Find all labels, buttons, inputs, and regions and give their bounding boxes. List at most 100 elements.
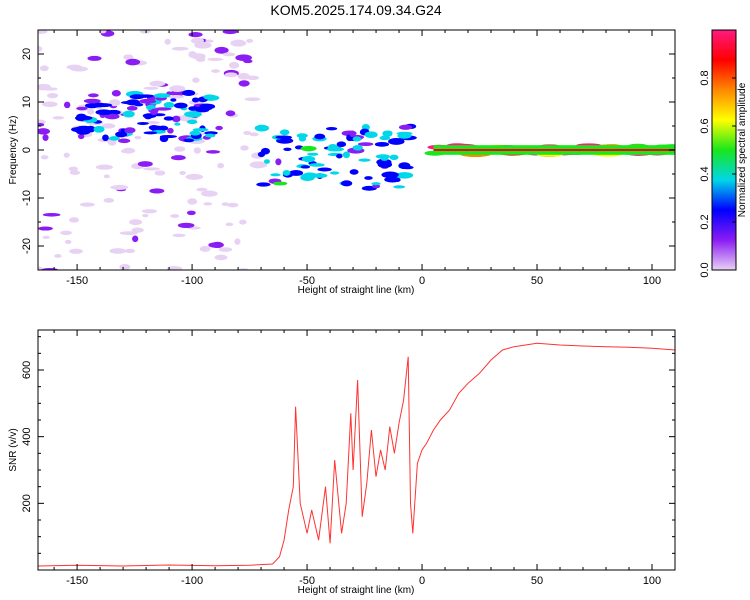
heatmap-blob xyxy=(375,154,391,159)
heatmap-blob xyxy=(149,80,166,87)
heatmap-blob xyxy=(95,109,113,116)
heatmap-blob xyxy=(224,72,238,78)
heatmap-blob xyxy=(243,59,253,64)
heatmap-blob xyxy=(263,159,270,164)
heatmap-blob xyxy=(38,226,53,231)
heatmap-blob xyxy=(103,174,110,179)
heatmap-blob xyxy=(203,94,216,100)
heatmap-blob xyxy=(211,69,220,73)
heatmap-blob xyxy=(199,245,211,252)
heatmap-blob xyxy=(63,152,70,158)
heatmap-blob xyxy=(225,222,234,227)
heatmap-blob xyxy=(103,198,115,203)
heatmap-blob xyxy=(99,30,107,34)
heatmap-blob xyxy=(38,266,43,270)
heatmap-blob xyxy=(179,170,186,175)
heatmap-blob xyxy=(336,141,347,148)
y-tick-label: 20 xyxy=(21,48,33,60)
colorbar-tick-label: 0.4 xyxy=(699,166,711,181)
heatmap-blob xyxy=(275,135,292,140)
heatmap-blob xyxy=(125,58,141,66)
heatmap-blob xyxy=(325,127,338,131)
heatmap-blob xyxy=(234,238,241,245)
heatmap-blob xyxy=(227,202,239,208)
heatmap-blob xyxy=(225,110,236,117)
heatmap-blob xyxy=(134,135,142,140)
heatmap-blob xyxy=(159,135,169,143)
heatmap-blob xyxy=(169,85,186,92)
heatmap-blob xyxy=(377,161,393,168)
heatmap-blob xyxy=(243,130,252,135)
heatmap-blob xyxy=(42,212,61,217)
heatmap-blob xyxy=(275,158,282,166)
x-tick-label: 0 xyxy=(419,275,425,287)
colorbar-tick-label: 0.2 xyxy=(699,214,711,229)
snr-frame xyxy=(37,329,676,571)
heatmap-blob xyxy=(163,101,175,109)
heatmap-blob xyxy=(340,180,353,187)
heatmap-blob xyxy=(192,128,209,132)
heatmap-blob xyxy=(134,103,144,107)
heatmap-blob xyxy=(68,166,79,172)
heatmap-blob xyxy=(342,151,351,159)
heatmap-blob xyxy=(371,182,381,186)
heatmap-blob xyxy=(205,150,221,154)
heatmap-blob xyxy=(352,136,362,142)
y-tick-label: 200 xyxy=(21,494,33,512)
snr-x-axis-label: Height of straight line (km) xyxy=(298,585,415,596)
heatmap-blob xyxy=(43,87,58,91)
heatmap-blob xyxy=(249,132,259,137)
heatmap-blob xyxy=(235,54,252,62)
heatmap-blob xyxy=(249,161,268,169)
heatmap-blob xyxy=(164,38,171,45)
heatmap-blob xyxy=(352,144,363,151)
heatmap-blob xyxy=(142,213,149,218)
heatmap-blob xyxy=(256,182,271,187)
x-tick-label: 50 xyxy=(531,575,543,587)
heatmap-blob xyxy=(193,147,201,154)
heatmap-blob xyxy=(282,169,291,176)
x-tick-label: -50 xyxy=(299,275,315,287)
heatmap-blob xyxy=(398,162,411,170)
heatmap-band-core xyxy=(433,149,675,151)
heatmap-blob xyxy=(394,178,401,182)
heatmap-blob xyxy=(108,136,120,141)
heatmap-blob xyxy=(149,188,165,194)
heatmap-x-axis-label: Height of straight line (km) xyxy=(298,285,415,296)
heatmap-blob xyxy=(309,163,325,167)
heatmap-blob xyxy=(185,173,204,180)
heatmap-blob xyxy=(389,154,399,161)
heatmap-blob xyxy=(83,98,101,104)
heatmap-blob xyxy=(189,130,201,136)
heatmap-blob xyxy=(270,173,281,177)
heatmap-blob xyxy=(79,202,95,207)
y-tick-label: 400 xyxy=(21,427,33,445)
snr-plot-area xyxy=(38,342,675,567)
heatmap-blob xyxy=(188,31,203,38)
heatmap-blob xyxy=(388,138,405,145)
colorbar-bar xyxy=(712,30,736,270)
heatmap-blob xyxy=(172,233,186,238)
heatmap-blob xyxy=(214,254,228,261)
heatmap-blob xyxy=(381,171,399,179)
heatmap-blob xyxy=(371,184,381,189)
heatmap-blob xyxy=(246,38,254,43)
heatmap-blob xyxy=(122,110,135,118)
heatmap-blob xyxy=(64,239,72,244)
colorbar-ticks: 0.0 0.2 0.4 0.6 0.8 xyxy=(699,70,736,278)
heatmap-blob xyxy=(129,219,143,226)
heatmap-blob xyxy=(329,171,340,175)
snr-y-axis-label: SNR (v/v) xyxy=(8,428,19,471)
heatmap-blob xyxy=(174,122,181,126)
snr-series-line xyxy=(38,342,675,567)
heatmap-blob xyxy=(166,265,183,270)
heatmap-blob xyxy=(154,107,172,111)
heatmap-blob xyxy=(38,128,50,135)
heatmap-blob xyxy=(211,241,224,249)
heatmap-blob xyxy=(364,176,373,180)
snr-background xyxy=(38,330,675,570)
heatmap-blob xyxy=(139,98,157,104)
x-tick-label: 100 xyxy=(643,275,661,287)
heatmap-blob xyxy=(204,133,216,138)
